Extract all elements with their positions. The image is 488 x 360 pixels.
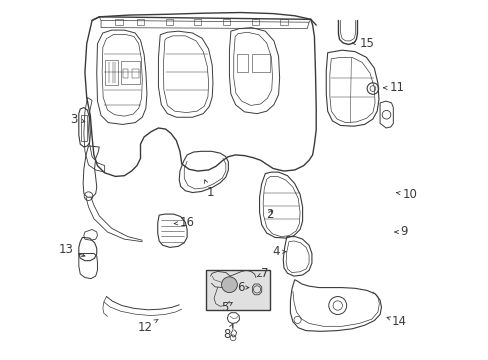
Circle shape [221,277,237,293]
Text: 10: 10 [396,188,416,201]
Text: 15: 15 [351,36,373,50]
Text: 16: 16 [174,216,195,229]
Bar [205,270,270,310]
Text: 1: 1 [204,180,214,199]
Text: 13: 13 [58,243,85,257]
Text: 4: 4 [272,245,285,258]
Text: 11: 11 [383,81,404,94]
Text: 3: 3 [70,113,85,126]
Text: 5: 5 [221,301,232,314]
Text: 9: 9 [394,225,407,238]
Text: 7: 7 [257,267,267,280]
Text: 6: 6 [237,281,248,294]
Text: 12: 12 [138,319,158,333]
Text: 8: 8 [223,324,232,341]
Text: 2: 2 [265,208,273,221]
Text: 14: 14 [386,315,406,328]
